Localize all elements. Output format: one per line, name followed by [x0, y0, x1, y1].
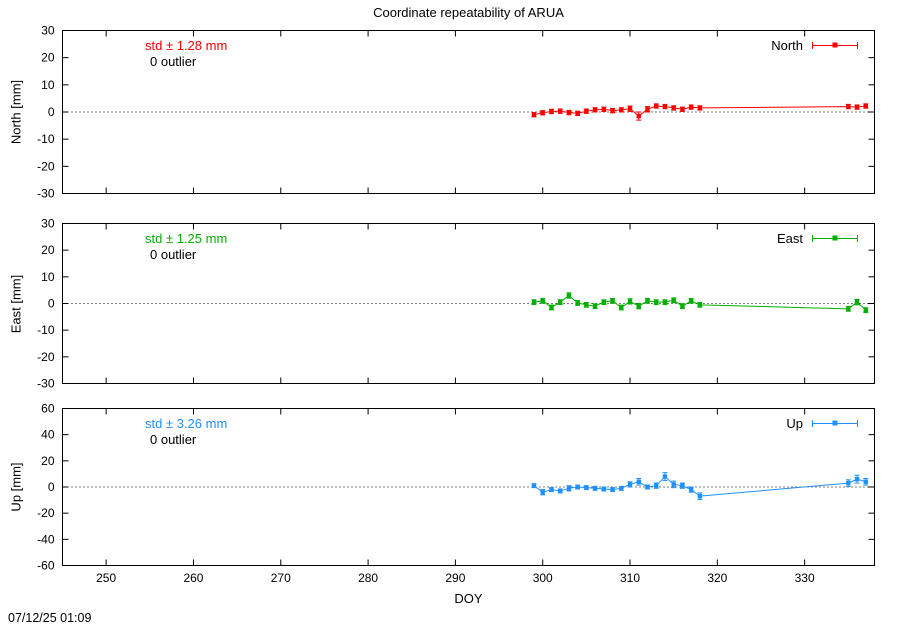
- svg-text:-60: -60: [37, 559, 55, 573]
- legend-point-marker-icon: [832, 42, 838, 48]
- svg-text:30: 30: [41, 217, 55, 231]
- svg-text:300: 300: [533, 571, 553, 585]
- legend-point-marker-icon: [832, 420, 838, 426]
- svg-text:280: 280: [358, 571, 378, 585]
- east-plot-area: -30 -20 -10 0 10 20 30: [37, 217, 875, 391]
- up-legend-label: Up: [786, 415, 803, 431]
- svg-text:260: 260: [183, 571, 203, 585]
- svg-text:320: 320: [707, 571, 727, 585]
- svg-text:250: 250: [96, 571, 116, 585]
- east-legend-sample: [812, 234, 858, 243]
- svg-text:-20: -20: [37, 350, 55, 364]
- svg-text:10: 10: [41, 270, 55, 284]
- up-legend: Up: [786, 415, 858, 431]
- north-std-annotation: std ± 1.28 mm: [145, 38, 228, 53]
- svg-text:310: 310: [620, 571, 640, 585]
- north-legend-sample: [812, 41, 858, 50]
- east-legend-label: East: [776, 230, 803, 246]
- svg-text:0: 0: [48, 297, 55, 311]
- svg-text:-20: -20: [37, 159, 55, 173]
- svg-text:30: 30: [41, 24, 55, 38]
- svg-text:-20: -20: [37, 506, 55, 520]
- svg-text:20: 20: [41, 454, 55, 468]
- svg-text:-40: -40: [37, 532, 55, 546]
- x-axis-label: DOY: [454, 591, 483, 606]
- up-plot-area: -60 -40 -20 0 20 40 60 250 260 270 280 290 300 310 320…: [37, 402, 875, 585]
- svg-text:270: 270: [271, 571, 291, 585]
- svg-text:10: 10: [41, 78, 55, 92]
- svg-text:-10: -10: [37, 323, 55, 337]
- svg-text:-10: -10: [37, 132, 55, 146]
- svg-text:40: 40: [41, 428, 55, 442]
- errorbar-cap-icon: [857, 419, 858, 427]
- up-std-annotation: std ± 3.26 mm: [145, 416, 228, 431]
- up-legend-sample: [812, 419, 858, 428]
- panel-east: East [mm] std ± 1.25 mm 0 outlier East -…: [0, 217, 900, 391]
- chart-title: Coordinate repeatability of ARUA: [373, 5, 564, 20]
- svg-text:290: 290: [445, 571, 465, 585]
- up-outlier-annotation: 0 outlier: [150, 432, 197, 447]
- north-legend-label: North: [771, 37, 803, 53]
- svg-text:60: 60: [41, 402, 55, 416]
- svg-text:-30: -30: [37, 377, 55, 391]
- svg-text:-30: -30: [37, 187, 55, 201]
- svg-text:330: 330: [795, 571, 815, 585]
- panel-north: North [mm] std ± 1.28 mm 0 outlier North…: [0, 24, 900, 201]
- legend-point-marker-icon: [832, 235, 838, 241]
- panel-up: Up [mm] std ± 3.26 mm 0 outlier Up -60 -4…: [0, 402, 900, 585]
- north-legend: North: [771, 37, 858, 53]
- east-legend: East: [776, 230, 858, 246]
- north-outlier-annotation: 0 outlier: [150, 54, 197, 69]
- svg-text:0: 0: [48, 105, 55, 119]
- errorbar-cap-icon: [857, 234, 858, 242]
- north-plot-area: -30 -20 -10 0 10 20 30: [37, 24, 875, 201]
- timestamp: 07/12/25 01:09: [8, 611, 92, 625]
- east-std-annotation: std ± 1.25 mm: [145, 231, 228, 246]
- svg-text:20: 20: [41, 51, 55, 65]
- east-outlier-annotation: 0 outlier: [150, 247, 197, 262]
- svg-text:20: 20: [41, 243, 55, 257]
- svg-text:0: 0: [48, 480, 55, 494]
- errorbar-cap-icon: [857, 41, 858, 49]
